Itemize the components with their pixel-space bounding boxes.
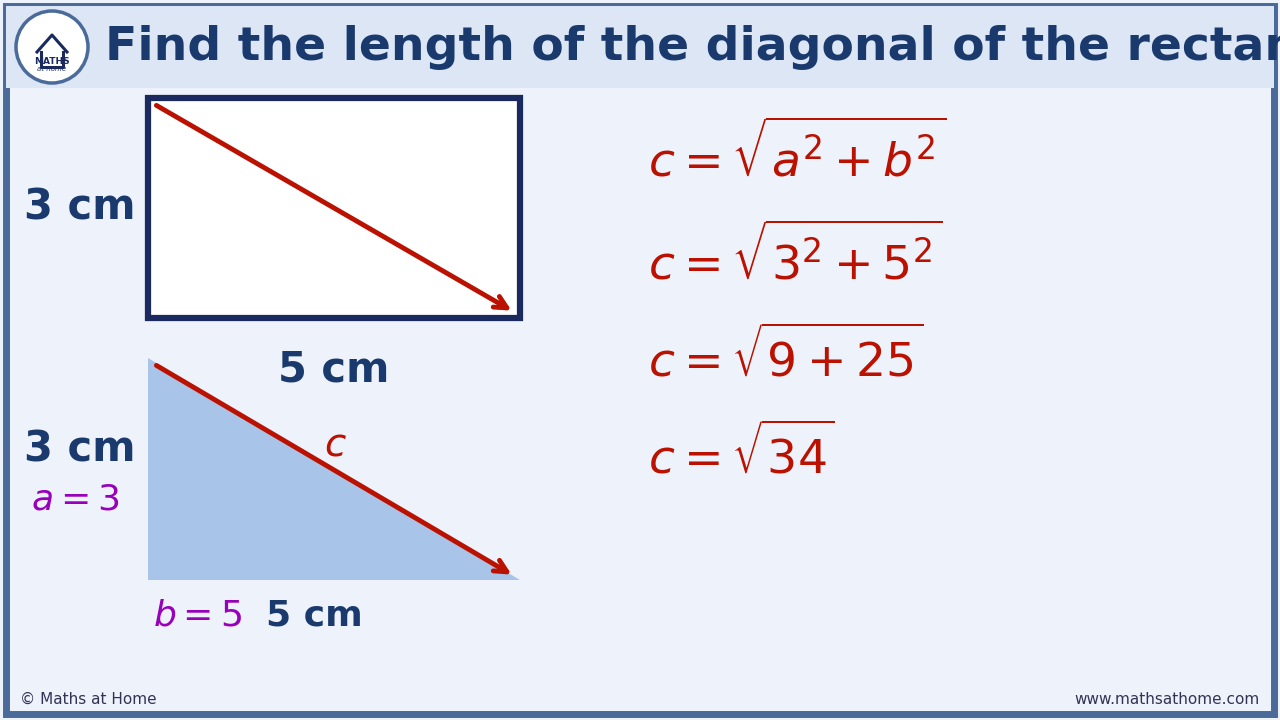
Circle shape: [15, 11, 88, 83]
Text: 5 cm: 5 cm: [266, 598, 362, 632]
Text: $c = \sqrt{34}$: $c = \sqrt{34}$: [648, 426, 835, 485]
Text: 5 cm: 5 cm: [278, 348, 389, 390]
Text: $a = 3$: $a = 3$: [31, 482, 119, 516]
Text: 3 cm: 3 cm: [24, 428, 136, 470]
Text: $c = \sqrt{9 + 25}$: $c = \sqrt{9 + 25}$: [648, 328, 923, 387]
Bar: [148, 98, 520, 318]
FancyBboxPatch shape: [6, 6, 1274, 714]
Text: © Maths at Home: © Maths at Home: [20, 692, 156, 707]
Text: $c$: $c$: [324, 426, 347, 464]
Text: $b = 5$: $b = 5$: [154, 598, 242, 632]
Text: $c = \sqrt{3^2 + 5^2}$: $c = \sqrt{3^2 + 5^2}$: [648, 225, 942, 291]
Text: $c = \sqrt{a^2 + b^2}$: $c = \sqrt{a^2 + b^2}$: [648, 122, 946, 187]
Text: at home: at home: [37, 66, 67, 72]
Text: www.mathsathome.com: www.mathsathome.com: [1075, 692, 1260, 707]
Polygon shape: [148, 358, 520, 580]
Text: MATHS: MATHS: [35, 56, 70, 66]
Text: 3 cm: 3 cm: [24, 187, 136, 229]
Text: Find the length of the diagonal of the rectangle: Find the length of the diagonal of the r…: [105, 24, 1280, 70]
Bar: [6, 6, 1274, 88]
